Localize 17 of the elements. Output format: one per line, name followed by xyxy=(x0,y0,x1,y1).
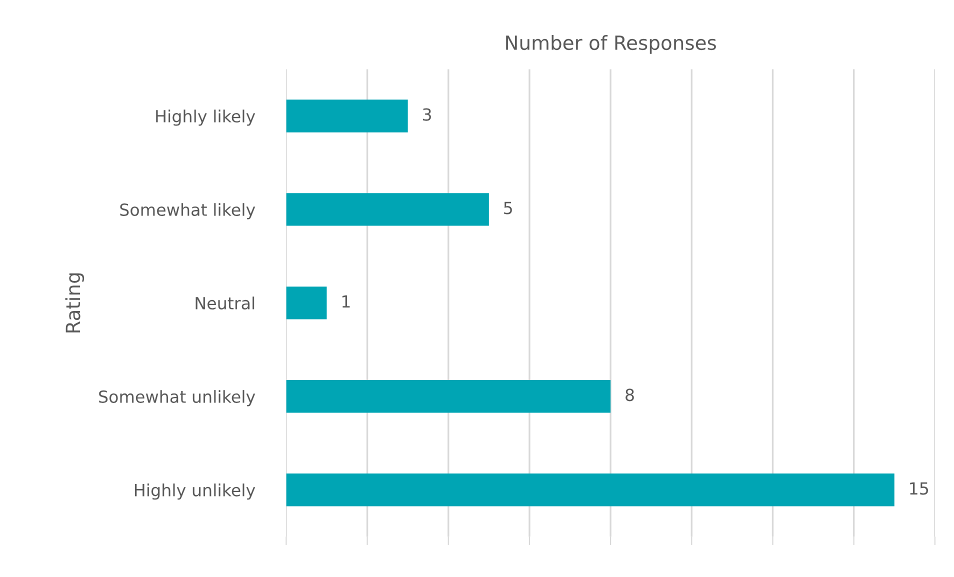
data-label: 1 xyxy=(342,295,350,308)
data-label: 3 xyxy=(422,108,431,121)
y-tick-label: Highly unlikely xyxy=(135,484,256,500)
data-label: 15 xyxy=(910,482,928,495)
y-tick-label: Highly likely xyxy=(156,110,256,126)
y-tick-label: Neutral xyxy=(196,296,254,310)
chart-title: Number of Responses xyxy=(506,35,716,54)
data-label: 8 xyxy=(626,388,634,402)
bar xyxy=(286,100,408,132)
bar xyxy=(286,380,611,413)
y-tick-label: Somewhat unlikely xyxy=(99,390,256,406)
bar xyxy=(286,286,327,320)
bar xyxy=(286,193,489,226)
y-axis-title: Rating xyxy=(65,273,84,332)
bar xyxy=(286,474,894,506)
y-tick-label: Somewhat likely xyxy=(120,203,256,220)
data-label: 5 xyxy=(504,202,512,214)
